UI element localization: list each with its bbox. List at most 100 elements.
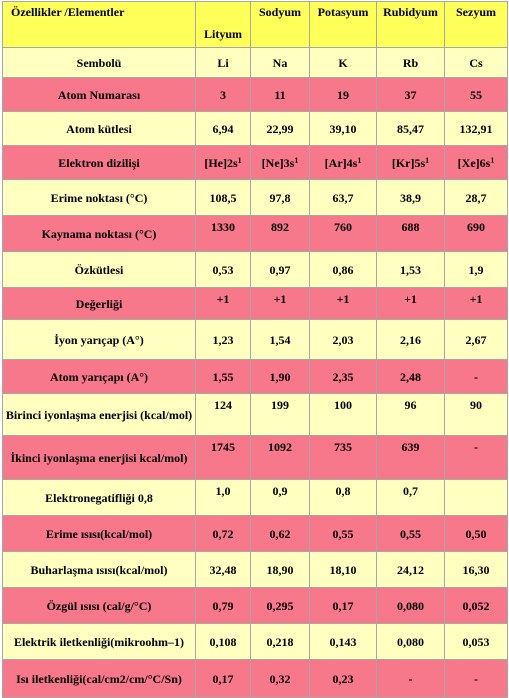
value-cell: 22,99 xyxy=(250,111,310,146)
value-cell: 3 xyxy=(195,77,251,112)
table-row: Özkütlesi 0,53 0,97 0,86 1,53 1,9 xyxy=(2,251,508,288)
value-cell: 2,03 xyxy=(309,319,377,360)
value-cell: 0,53 xyxy=(195,251,251,288)
value-cell: +1 xyxy=(195,287,251,320)
config-superscript: 1 xyxy=(425,155,430,165)
value-cell: 892 xyxy=(250,215,310,252)
value-cell: [Kr]5s1 xyxy=(376,145,445,180)
value-cell: 100 xyxy=(309,393,377,436)
value-cell: 0,053 xyxy=(444,623,508,660)
value-cell: Li xyxy=(195,47,251,78)
property-label: Özkütlesi xyxy=(2,251,196,288)
value-cell: 39,10 xyxy=(309,111,377,146)
property-label: İyon yarıçap (A°) xyxy=(2,319,196,360)
value-cell: 19 xyxy=(309,77,377,112)
value-cell: 1,23 xyxy=(195,319,251,360)
header-element-potasyum: Potasyum xyxy=(309,1,377,48)
table-row: Atom yarıçapı (A°) 1,55 1,90 2,35 2,48 - xyxy=(2,359,508,394)
config-text: [He]2s xyxy=(204,155,238,170)
value-cell: 85,47 xyxy=(376,111,445,146)
value-cell: 55 xyxy=(444,77,508,112)
header-element-sodyum: Sodyum xyxy=(250,1,310,48)
value-cell: +1 xyxy=(376,287,445,320)
value-cell: 38,9 xyxy=(376,179,445,216)
value-cell: 11 xyxy=(250,77,310,112)
property-label: Kaynama noktası (°C) xyxy=(2,215,196,252)
value-cell: 0,7 xyxy=(376,479,445,516)
value-cell: 688 xyxy=(376,215,445,252)
table-row: Kaynama noktası (°C) 1330 892 760 688 69… xyxy=(2,215,508,252)
value-cell: 1092 xyxy=(250,435,310,480)
value-cell: 18,90 xyxy=(250,551,310,588)
header-element-lityum: Lityum xyxy=(195,1,251,48)
table-row: Değerliği +1 +1 +1 +1 +1 xyxy=(2,287,508,320)
table-row: Elektronegatifliği 0,8 1,0 0,9 0,8 0,7 xyxy=(2,479,508,516)
property-label: Erime noktası (°C) xyxy=(2,179,196,216)
value-cell: 6,94 xyxy=(195,111,251,146)
value-cell: 690 xyxy=(444,215,508,252)
value-cell: - xyxy=(444,435,508,480)
value-cell: 0,86 xyxy=(309,251,377,288)
value-cell: 124 xyxy=(195,393,251,436)
value-cell: 0,218 xyxy=(250,623,310,660)
value-cell: 0,9 xyxy=(250,479,310,516)
config-superscript: 1 xyxy=(357,155,362,165)
property-label: Elektron dizilişi xyxy=(2,145,196,180)
property-label: Birinci iyonlaşma enerjisi (kcal/mol) xyxy=(2,393,196,436)
config-superscript: 1 xyxy=(490,155,495,165)
value-cell: 0,8 xyxy=(309,479,377,516)
value-cell: 132,91 xyxy=(444,111,508,146)
value-cell: 0,052 xyxy=(444,587,508,624)
value-cell: 28,7 xyxy=(444,179,508,216)
table-row: Elektron dizilişi [He]2s1 [Ne]3s1 [Ar]4s… xyxy=(2,145,508,180)
table-row: Erime ısısı(kcal/mol) 0,72 0,62 0,55 0,5… xyxy=(2,515,508,552)
config-text: [Ar]4s xyxy=(324,155,358,170)
value-cell: 760 xyxy=(309,215,377,252)
table-row: İyon yarıçap (A°) 1,23 1,54 2,03 2,16 2,… xyxy=(2,319,508,360)
header-property-cell: Özellikler /Elementler xyxy=(2,1,196,48)
value-cell: 2,67 xyxy=(444,319,508,360)
config-text: [Ne]3s xyxy=(261,155,295,170)
value-cell: K xyxy=(309,47,377,78)
value-cell: 1,9 xyxy=(444,251,508,288)
value-cell: - xyxy=(376,659,445,698)
value-cell: 0,17 xyxy=(195,659,251,698)
value-cell: 0,108 xyxy=(195,623,251,660)
property-label: Sembolü xyxy=(2,47,196,78)
value-cell: 63,7 xyxy=(309,179,377,216)
value-cell: 0,97 xyxy=(250,251,310,288)
value-cell: 37 xyxy=(376,77,445,112)
value-cell: 0,55 xyxy=(309,515,377,552)
config-superscript: 1 xyxy=(237,155,242,165)
property-label: İkinci iyonlaşma enerjisi kcal/mol) xyxy=(2,435,196,480)
config-superscript: 1 xyxy=(294,155,299,165)
table-row: Atom Numarası 3 11 19 37 55 xyxy=(2,77,508,112)
value-cell: 1,54 xyxy=(250,319,310,360)
table-row: Sembolü Li Na K Rb Cs xyxy=(2,47,508,78)
table-row: Özgül ısısı (cal/g/°C) 0,79 0,295 0,17 0… xyxy=(2,587,508,624)
property-label: Elektronegatifliği 0,8 xyxy=(2,479,196,516)
value-cell: 18,10 xyxy=(309,551,377,588)
table-row: İkinci iyonlaşma enerjisi kcal/mol) 1745… xyxy=(2,435,508,480)
value-cell: 0,62 xyxy=(250,515,310,552)
header-element-sezyum: Sezyum xyxy=(444,1,508,48)
value-cell: [He]2s1 xyxy=(195,145,251,180)
value-cell: 2,16 xyxy=(376,319,445,360)
value-cell: 1330 xyxy=(195,215,251,252)
property-label: Atom Numarası xyxy=(2,77,196,112)
property-label: Özgül ısısı (cal/g/°C) xyxy=(2,587,196,624)
value-cell: +1 xyxy=(250,287,310,320)
value-cell: Rb xyxy=(376,47,445,78)
value-cell: - xyxy=(444,359,508,394)
value-cell: 0,080 xyxy=(376,587,445,624)
table-row: Birinci iyonlaşma enerjisi (kcal/mol) 12… xyxy=(2,393,508,436)
config-text: [Xe]6s xyxy=(457,155,491,170)
value-cell: 0,72 xyxy=(195,515,251,552)
value-cell: 97,8 xyxy=(250,179,310,216)
value-cell: Cs xyxy=(444,47,508,78)
config-text: [Kr]5s xyxy=(391,155,426,170)
table-row: Erime noktası (°C) 108,5 97,8 63,7 38,9 … xyxy=(2,179,508,216)
value-cell: 735 xyxy=(309,435,377,480)
value-cell: +1 xyxy=(309,287,377,320)
